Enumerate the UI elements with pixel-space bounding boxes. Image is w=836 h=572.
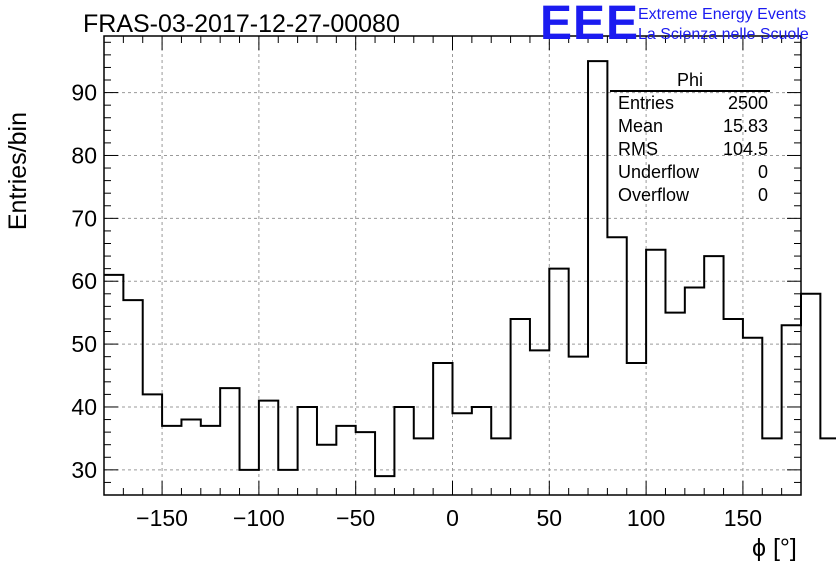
x-tick-label: −50 — [336, 505, 375, 531]
y-tick-label: 60 — [71, 268, 97, 294]
x-tick-label: −150 — [136, 505, 188, 531]
stats-row-entries: Entries 2500 — [610, 92, 770, 115]
logo-line-1: Extreme Energy Events — [638, 6, 806, 24]
chart-title: FRAS-03-2017-12-27-00080 — [83, 10, 400, 39]
stats-key: Mean — [618, 115, 663, 138]
stats-value: 0 — [758, 161, 768, 184]
y-tick-label: 70 — [71, 205, 97, 231]
stats-box: Phi Entries 2500 Mean 15.83 RMS 104.5 Un… — [610, 70, 770, 207]
x-tick-label: 50 — [537, 505, 563, 531]
x-axis-label: ϕ [°] — [752, 534, 797, 563]
stats-row-underflow: Underflow 0 — [610, 161, 770, 184]
stats-key: RMS — [618, 138, 658, 161]
logo-line-2: La Scienza nelle Scuole — [638, 26, 809, 44]
stats-value: 0 — [758, 184, 768, 207]
x-tick-label: 0 — [446, 505, 459, 531]
y-axis-label-box: Entries/bin — [4, 112, 40, 212]
stats-title: Phi — [610, 70, 770, 90]
y-axis-label: Entries/bin — [4, 112, 33, 230]
x-tick-label: 150 — [724, 505, 762, 531]
y-tick-label: 90 — [71, 80, 97, 106]
x-tick-label: 100 — [627, 505, 665, 531]
stats-row-rms: RMS 104.5 — [610, 138, 770, 161]
y-tick-label: 30 — [71, 457, 97, 483]
stats-value: 104.5 — [723, 138, 768, 161]
stats-row-overflow: Overflow 0 — [610, 184, 770, 207]
stats-key: Entries — [618, 92, 674, 115]
x-tick-label: −100 — [233, 505, 285, 531]
y-tick-label: 50 — [71, 331, 97, 357]
stats-value: 15.83 — [723, 115, 768, 138]
logo-mark: EEE — [540, 0, 639, 48]
stats-key: Overflow — [618, 184, 689, 207]
stats-value: 2500 — [728, 92, 768, 115]
stats-row-mean: Mean 15.83 — [610, 115, 770, 138]
stats-key: Underflow — [618, 161, 699, 184]
y-tick-label: 80 — [71, 142, 97, 168]
y-tick-label: 40 — [71, 394, 97, 420]
